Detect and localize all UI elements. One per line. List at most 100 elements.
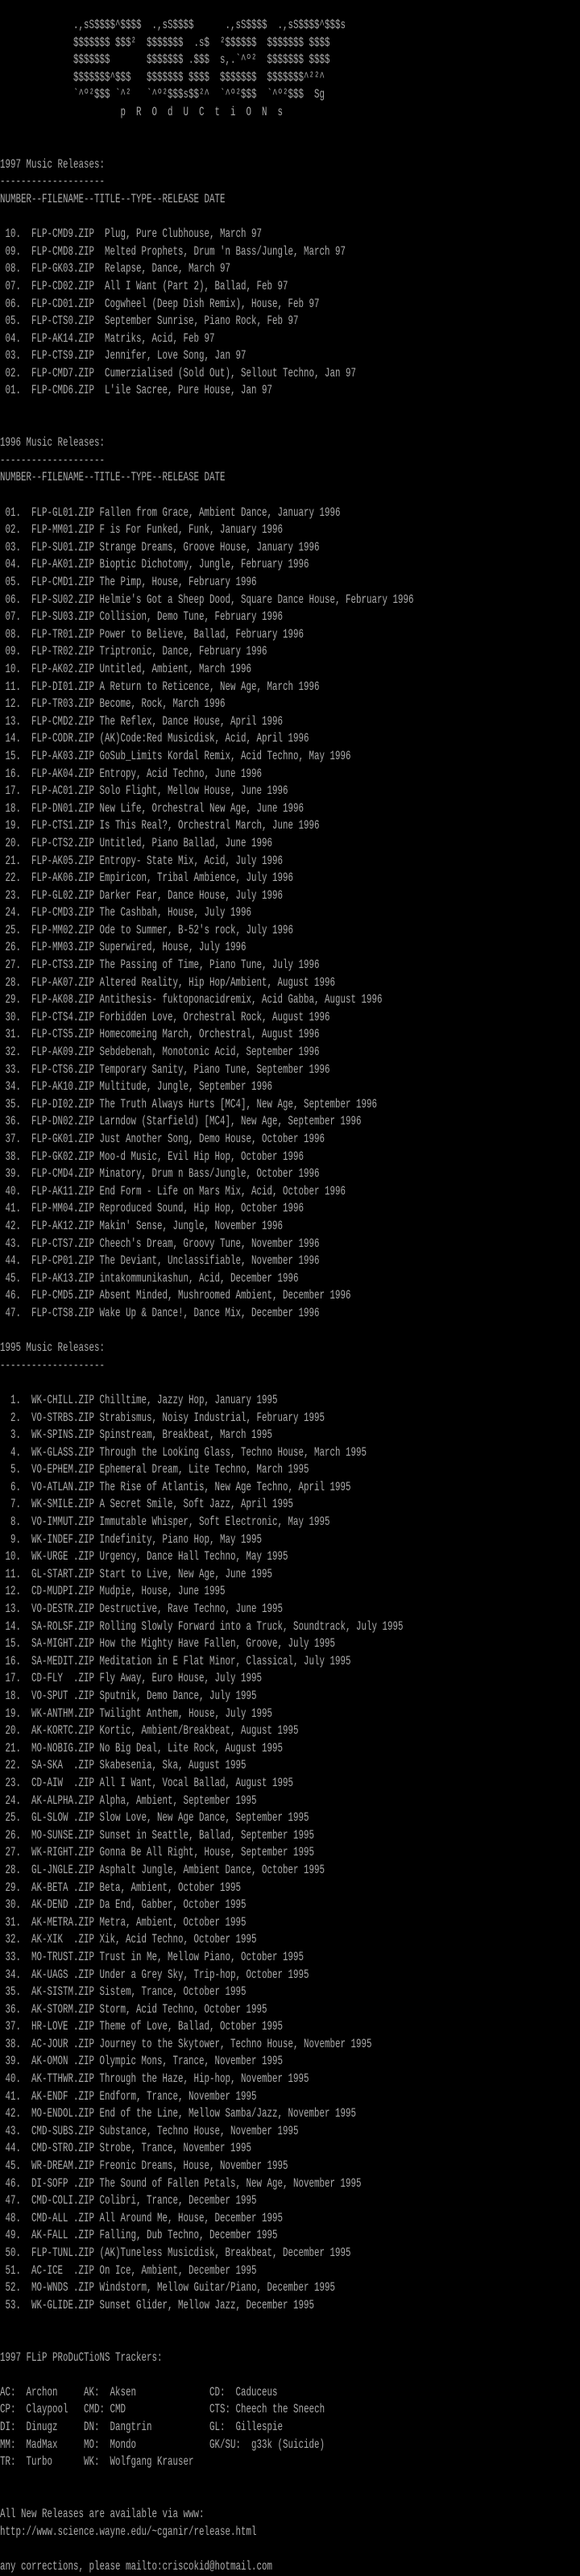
release-filename[interactable]: FLP-AK08.ZIP	[31, 992, 95, 1008]
release-filename[interactable]: MO-SUNSE.ZIP	[31, 1827, 95, 1843]
release-filename[interactable]: MO-WNDS .ZIP	[31, 2280, 95, 2296]
release-filename[interactable]: FLP-CTS2.ZIP	[31, 835, 95, 850]
release-filename[interactable]: FLP-CTS8.ZIP	[31, 1305, 95, 1320]
release-filename[interactable]: FLP-DN01.ZIP	[31, 800, 95, 816]
release-filename[interactable]: WK-SMILE.ZIP	[31, 1497, 95, 1512]
release-filename[interactable]: FLP-AK04.ZIP	[31, 766, 95, 781]
release-filename[interactable]: FLP-CMD6.ZIP	[31, 383, 95, 398]
release-filename[interactable]: AC-JOUR .ZIP	[31, 2036, 95, 2051]
release-filename[interactable]: AK-UAGS .ZIP	[31, 1967, 95, 1982]
release-filename[interactable]: AK-STORM.ZIP	[31, 2001, 95, 2017]
release-filename[interactable]: VO-STRBS.ZIP	[31, 1410, 95, 1425]
release-filename[interactable]: FLP-CTS3.ZIP	[31, 958, 95, 973]
release-filename[interactable]: AK-BETA .ZIP	[31, 1880, 95, 1895]
release-filename[interactable]: FLP-GK01.ZIP	[31, 1132, 95, 1146]
release-filename[interactable]: WK-GLASS.ZIP	[31, 1444, 95, 1460]
release-filename[interactable]: FLP-CMD8.ZIP	[31, 243, 95, 259]
release-filename[interactable]: FLP-TR01.ZIP	[31, 626, 95, 642]
release-filename[interactable]: FLP-AK02.ZIP	[31, 661, 95, 676]
release-filename[interactable]: AK-FALL .ZIP	[31, 2228, 95, 2243]
release-filename[interactable]: FLP-TR03.ZIP	[31, 696, 95, 712]
release-filename[interactable]: FLP-DI02.ZIP	[31, 1096, 95, 1111]
release-filename[interactable]: CD-AIW .ZIP	[31, 1775, 95, 1790]
release-filename[interactable]: FLP-AK10.ZIP	[31, 1079, 95, 1095]
release-filename[interactable]: FLP-AC01.ZIP	[31, 783, 95, 799]
release-filename[interactable]: CMD-COLI.ZIP	[31, 2193, 95, 2208]
release-filename[interactable]: FLP-MM04.ZIP	[31, 1201, 95, 1216]
release-filename[interactable]: FLP-MM03.ZIP	[31, 940, 95, 955]
release-filename[interactable]: FLP-CMD9.ZIP	[31, 226, 95, 242]
release-filename[interactable]: FLP-CTS9.ZIP	[31, 348, 95, 364]
release-filename[interactable]: AC-ICE .ZIP	[31, 2262, 95, 2278]
release-filename[interactable]: AK-OMON .ZIP	[31, 2054, 95, 2069]
release-filename[interactable]: FLP-CTS7.ZIP	[31, 1236, 95, 1251]
corrections-email-link[interactable]: mailto:criscokid@hotmail.com	[126, 2558, 273, 2574]
release-url-link[interactable]: http://www.science.wayne.edu/~cganir/rel…	[0, 2524, 257, 2539]
release-filename[interactable]: FLP-AK06.ZIP	[31, 870, 95, 886]
release-filename[interactable]: FLP-CP01.ZIP	[31, 1253, 95, 1269]
release-filename[interactable]: MO-NOBIG.ZIP	[31, 1740, 95, 1755]
release-filename[interactable]: VO-SPUT .ZIP	[31, 1689, 95, 1703]
release-filename[interactable]: FLP-GL01.ZIP	[31, 505, 95, 520]
release-filename[interactable]: CD-MUDPI.ZIP	[31, 1584, 95, 1599]
release-filename[interactable]: FLP-TR02.ZIP	[31, 644, 95, 659]
release-filename[interactable]: FLP-CTS4.ZIP	[31, 1009, 95, 1024]
release-filename[interactable]: SA-MIGHT.ZIP	[31, 1636, 95, 1652]
release-filename[interactable]: VO-IMMUT.ZIP	[31, 1514, 95, 1530]
release-filename[interactable]: FLP-DI01.ZIP	[31, 679, 95, 694]
release-filename[interactable]: FLP-AK13.ZIP	[31, 1270, 95, 1286]
release-filename[interactable]: FLP-MM02.ZIP	[31, 922, 95, 937]
release-filename[interactable]: CMD-STRO.ZIP	[31, 2141, 95, 2156]
release-filename[interactable]: FLP-SU02.ZIP	[31, 592, 95, 607]
release-filename[interactable]: CMD-ALL .ZIP	[31, 2210, 95, 2225]
release-filename[interactable]: FLP-CMD5.ZIP	[31, 1288, 95, 1303]
release-filename[interactable]: FLP-AK05.ZIP	[31, 853, 95, 868]
release-filename[interactable]: DI-SOFP .ZIP	[31, 2175, 95, 2191]
release-filename[interactable]: VO-EPHEM.ZIP	[31, 1462, 95, 1477]
release-filename[interactable]: FLP-CTS1.ZIP	[31, 818, 95, 833]
release-filename[interactable]: FLP-AK14.ZIP	[31, 330, 95, 346]
release-filename[interactable]: WK-ANTHM.ZIP	[31, 1706, 95, 1721]
release-filename[interactable]: FLP-AK01.ZIP	[31, 557, 95, 572]
release-filename[interactable]: FLP-AK07.ZIP	[31, 974, 95, 990]
release-filename[interactable]: HR-LOVE .ZIP	[31, 2019, 95, 2034]
release-filename[interactable]: WK-SPINS.ZIP	[31, 1427, 95, 1443]
release-filename[interactable]: GL-START.ZIP	[31, 1566, 95, 1581]
release-filename[interactable]: FLP-SU01.ZIP	[31, 539, 95, 555]
release-filename[interactable]: FLP-AK12.ZIP	[31, 1218, 95, 1233]
release-filename[interactable]: FLP-TUNL.ZIP	[31, 2246, 95, 2260]
release-filename[interactable]: AK-ENDF .ZIP	[31, 2088, 95, 2104]
release-filename[interactable]: FLP-CTS5.ZIP	[31, 1027, 95, 1042]
release-filename[interactable]: FLP-CODR.ZIP	[31, 731, 95, 746]
release-filename[interactable]: SA-ROLSF.ZIP	[31, 1618, 95, 1634]
release-filename[interactable]: FLP-CMD1.ZIP	[31, 575, 95, 589]
release-filename[interactable]: AK-TTHWR.ZIP	[31, 2071, 95, 2087]
release-filename[interactable]: AK-METRA.ZIP	[31, 1914, 95, 1930]
release-filename[interactable]: VO-ATLAN.ZIP	[31, 1479, 95, 1494]
release-filename[interactable]: FLP-CTS6.ZIP	[31, 1062, 95, 1077]
release-filename[interactable]: FLP-CTS0.ZIP	[31, 314, 95, 329]
release-filename[interactable]: FLP-CMD7.ZIP	[31, 365, 95, 380]
release-filename[interactable]: AK-SISTM.ZIP	[31, 1984, 95, 2000]
release-filename[interactable]: FLP-AK11.ZIP	[31, 1183, 95, 1199]
release-filename[interactable]: FLP-AK03.ZIP	[31, 748, 95, 763]
release-filename[interactable]: WK-INDEF.ZIP	[31, 1531, 95, 1547]
release-filename[interactable]: AK-KORTC.ZIP	[31, 1723, 95, 1739]
release-filename[interactable]: SA-SKA .ZIP	[31, 1758, 95, 1773]
release-filename[interactable]: WK-GLIDE.ZIP	[31, 2297, 95, 2312]
release-filename[interactable]: CD-FLY .ZIP	[31, 1671, 95, 1686]
release-filename[interactable]: FLP-GL02.ZIP	[31, 887, 95, 903]
release-filename[interactable]: FLP-MM01.ZIP	[31, 522, 95, 538]
release-filename[interactable]: WK-RIGHT.ZIP	[31, 1845, 95, 1860]
release-filename[interactable]: SA-MEDIT.ZIP	[31, 1653, 95, 1668]
release-filename[interactable]: VO-DESTR.ZIP	[31, 1602, 95, 1617]
release-filename[interactable]: FLP-GK02.ZIP	[31, 1149, 95, 1164]
release-filename[interactable]: MO-TRUST.ZIP	[31, 1949, 95, 1964]
release-filename[interactable]: CMD-SUBS.ZIP	[31, 2123, 95, 2138]
release-filename[interactable]: WR-DREAM.ZIP	[31, 2158, 95, 2174]
release-filename[interactable]: FLP-AK09.ZIP	[31, 1045, 95, 1060]
release-filename[interactable]: FLP-CD02.ZIP	[31, 278, 95, 293]
release-filename[interactable]: FLP-DN02.ZIP	[31, 1114, 95, 1129]
release-filename[interactable]: AK-DEND .ZIP	[31, 1897, 95, 1913]
release-filename[interactable]: FLP-CMD4.ZIP	[31, 1166, 95, 1182]
